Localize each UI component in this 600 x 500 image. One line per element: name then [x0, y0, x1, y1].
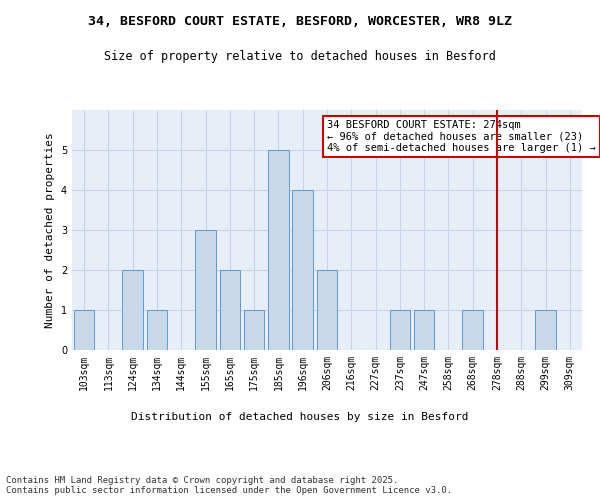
- Bar: [317, 270, 337, 350]
- Text: Distribution of detached houses by size in Besford: Distribution of detached houses by size …: [131, 412, 469, 422]
- Bar: [268, 150, 289, 350]
- Text: 34 BESFORD COURT ESTATE: 274sqm
← 96% of detached houses are smaller (23)
4% of : 34 BESFORD COURT ESTATE: 274sqm ← 96% of…: [327, 120, 596, 153]
- Text: Contains HM Land Registry data © Crown copyright and database right 2025.
Contai: Contains HM Land Registry data © Crown c…: [6, 476, 452, 495]
- Bar: [195, 230, 216, 350]
- Bar: [146, 310, 167, 350]
- Bar: [292, 190, 313, 350]
- Bar: [463, 310, 483, 350]
- Bar: [244, 310, 265, 350]
- Bar: [122, 270, 143, 350]
- Text: 34, BESFORD COURT ESTATE, BESFORD, WORCESTER, WR8 9LZ: 34, BESFORD COURT ESTATE, BESFORD, WORCE…: [88, 15, 512, 28]
- Bar: [74, 310, 94, 350]
- Text: Size of property relative to detached houses in Besford: Size of property relative to detached ho…: [104, 50, 496, 63]
- Bar: [220, 270, 240, 350]
- Bar: [414, 310, 434, 350]
- Bar: [535, 310, 556, 350]
- Bar: [389, 310, 410, 350]
- Y-axis label: Number of detached properties: Number of detached properties: [46, 132, 55, 328]
